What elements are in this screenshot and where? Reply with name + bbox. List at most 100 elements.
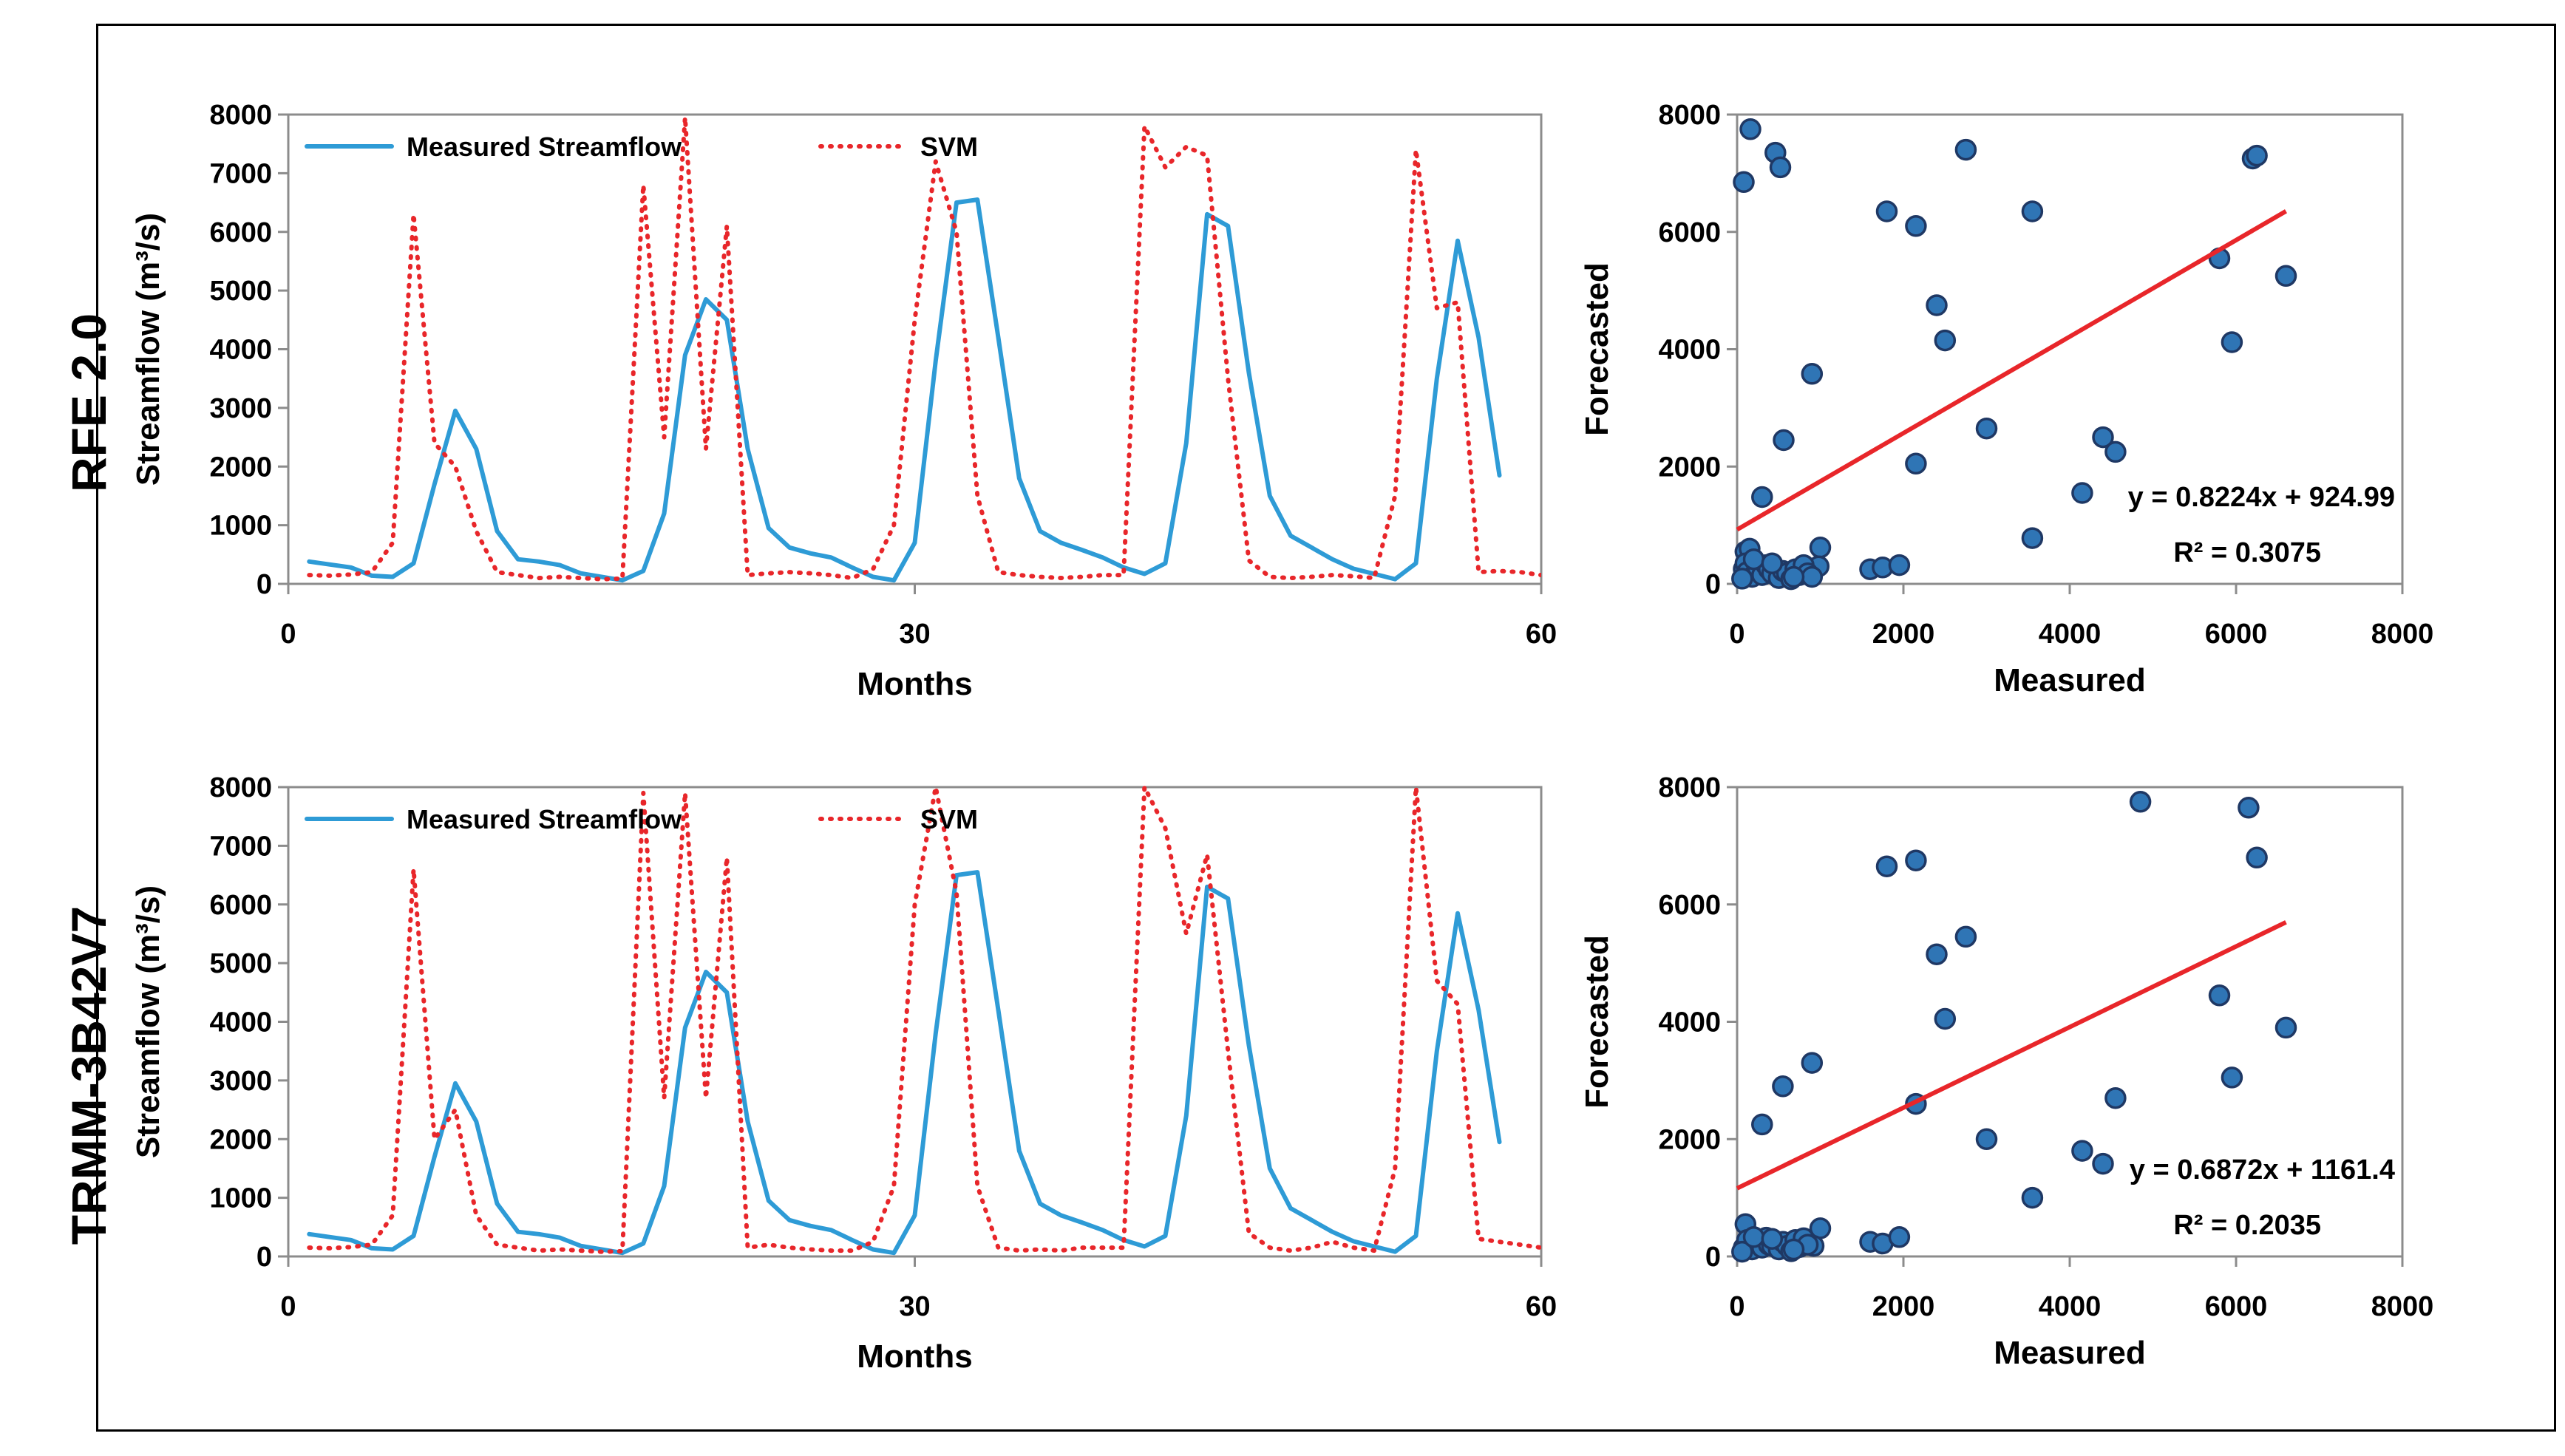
- trmm-scatter-xtick-label: 4000: [2039, 1291, 2102, 1322]
- rfe-scatter-xtick-label: 4000: [2039, 619, 2102, 650]
- rfe-line-xtick-label: 30: [899, 619, 930, 650]
- rfe-scatter-data-point: [1782, 565, 1805, 588]
- trmm-line-ytick-label: 7000: [209, 831, 272, 862]
- rfe-line-ytick-label: 3000: [209, 393, 272, 424]
- rfe-scatter-data-point: [1875, 200, 1898, 222]
- trmm-scatter-data-point: [2021, 1186, 2044, 1209]
- trmm-line-xtick-label: 60: [1526, 1291, 1557, 1322]
- rfe-scatter-ytick-label: 4000: [1658, 335, 1721, 366]
- trmm-scatter-data-point: [2071, 1140, 2093, 1162]
- trmm-scatter-data-point: [1926, 943, 1948, 965]
- rfe-scatter-data-point: [1731, 568, 1753, 590]
- trmm-scatter-xtick-label: 0: [1729, 1291, 1744, 1322]
- trmm-scatter-data-point: [2104, 1086, 2127, 1109]
- rfe-line-legend-label-measured: Measured Streamflow: [407, 132, 682, 162]
- rfe-scatter-chart: 0 2000 4000 6000 8000 0 2000 4000 6000 8000 Measur…: [1579, 100, 2433, 698]
- trmm-scatter-ytick-label: 2000: [1658, 1124, 1721, 1155]
- trmm-line-ytick-label: 1000: [209, 1183, 272, 1214]
- trmm-scatter-data-point: [1975, 1128, 1998, 1151]
- trmm-line-xtick-label: 0: [280, 1291, 296, 1322]
- trmm-scatter-data-point: [2221, 1067, 2243, 1089]
- trmm-scatter-data-point: [1751, 1113, 1773, 1136]
- trmm-scatter-xtick-label: 8000: [2371, 1291, 2434, 1322]
- rfe-scatter-data-point: [2071, 482, 2093, 504]
- rfe-line-ytick-label: 6000: [209, 217, 272, 248]
- trmm-scatter-plot-area: [1736, 786, 2404, 1258]
- rfe-line-series-svm-line: [307, 115, 1541, 582]
- trmm-line-ytick-label: 3000: [209, 1066, 272, 1097]
- trmm-scatter-data-point: [2092, 1152, 2114, 1175]
- trmm-line-plot-area: [287, 786, 1543, 1258]
- rfe-scatter-data-point: [1801, 363, 1824, 385]
- row-label-trmm: TRMM-3B42V7: [61, 905, 116, 1245]
- row-label-rfe: RFE 2.0: [61, 313, 116, 493]
- rfe-scatter-data-point: [2104, 440, 2127, 463]
- rfe-scatter-xtick-label: 2000: [1872, 619, 1935, 650]
- trmm-line-ytick-label: 8000: [209, 772, 272, 803]
- rfe-scatter-y-axis-title: Forecasted: [1579, 262, 1615, 436]
- trmm-line-series-svm-line: [307, 785, 1541, 1254]
- trmm-scatter-xtick-label: 6000: [2205, 1291, 2268, 1322]
- rfe-scatter-data-point: [1751, 486, 1773, 508]
- figure-frame: [96, 24, 2556, 1432]
- rfe-scatter-trendline: [1736, 209, 2288, 532]
- rfe-scatter-data-point: [1888, 554, 1911, 576]
- trmm-line-ytick-label: 5000: [209, 948, 272, 979]
- rfe-scatter-plot-area: [1736, 113, 2404, 585]
- rfe-scatter-data-point: [1801, 565, 1824, 588]
- rfe-line-xtick-label: 60: [1526, 619, 1557, 650]
- rfe-scatter-data-point: [1934, 329, 1957, 352]
- rfe-scatter-data-point: [1742, 548, 1765, 571]
- trmm-scatter-ytick-label: 4000: [1658, 1007, 1721, 1038]
- trmm-scatter-data-point: [2274, 1016, 2297, 1039]
- rfe-scatter-data-point: [2246, 144, 2268, 167]
- rfe-scatter-trend-r2: R² = 0.3075: [2173, 537, 2321, 568]
- trmm-scatter-data-point: [1875, 855, 1898, 877]
- rfe-scatter-data-point: [1761, 552, 1784, 574]
- rfe-scatter-data-point: [2021, 200, 2044, 222]
- trmm-scatter-trend-r2: R² = 0.2035: [2173, 1210, 2321, 1241]
- trmm-line-ytick-label: 2000: [209, 1124, 272, 1155]
- trmm-scatter-data-point: [1742, 1226, 1765, 1248]
- rfe-line-ytick-label: 0: [256, 569, 272, 600]
- rfe-scatter-data-point: [1926, 294, 1948, 316]
- rfe-line-ytick-label: 1000: [209, 511, 272, 542]
- trmm-scatter-ytick-label: 8000: [1658, 772, 1721, 803]
- trmm-streamflow-line-chart: 0 1000 2000 3000 4000 5000 6000 7000 8000 0 30 60 Mo…: [130, 772, 1557, 1375]
- rfe-scatter-data-point: [2021, 527, 2044, 549]
- rfe-line-ytick-label: 5000: [209, 276, 272, 307]
- rfe-scatter-ytick-label: 0: [1705, 569, 1721, 600]
- rfe-line-ytick-label: 8000: [209, 100, 272, 131]
- trmm-scatter-data-point: [1954, 925, 1977, 948]
- rfe-scatter-data-point: [1809, 537, 1832, 559]
- trmm-scatter-xtick-label: 2000: [1872, 1291, 1935, 1322]
- trmm-line-xtick-label: 30: [899, 1291, 930, 1322]
- trmm-line-x-axis-title: Months: [857, 1338, 972, 1375]
- trmm-scatter-data-point: [2246, 846, 2268, 869]
- trmm-scatter-data-point: [1761, 1228, 1784, 1250]
- rfe-scatter-data-point: [1739, 118, 1761, 140]
- trmm-scatter-data-point: [2238, 797, 2260, 819]
- rfe-scatter-ytick-label: 8000: [1658, 100, 1721, 131]
- rfe-scatter-data-point: [1769, 156, 1792, 179]
- trmm-line-legend-label-measured: Measured Streamflow: [407, 804, 682, 834]
- trmm-scatter-trendline: [1736, 920, 2287, 1191]
- rfe-scatter-data-point: [1733, 171, 1755, 194]
- rfe-scatter-data-point: [1773, 429, 1795, 452]
- trmm-scatter-x-axis-title: Measured: [1994, 1335, 2145, 1371]
- trmm-line-legend-label-svm: SVM: [920, 804, 978, 834]
- rfe-scatter-data-point: [2092, 426, 2114, 449]
- trmm-scatter-data-point: [2208, 984, 2231, 1007]
- rfe-line-legend-label-svm: SVM: [920, 132, 978, 162]
- trmm-line-ytick-label: 0: [256, 1242, 272, 1273]
- rfe-line-ytick-label: 4000: [209, 335, 272, 366]
- rfe-streamflow-line-chart: 0 1000 2000 3000 4000 5000 6000 7000 8000 0 30 60 Mo…: [130, 100, 1557, 702]
- trmm-scatter-y-axis-title: Forecasted: [1579, 935, 1615, 1109]
- rfe-scatter-x-axis-title: Measured: [1994, 662, 2145, 698]
- rfe-scatter-trend-equation: y = 0.8224x + 924.99: [2128, 482, 2395, 513]
- trmm-scatter-data-point: [2129, 791, 2152, 813]
- rfe-line-plot-area: [287, 113, 1543, 585]
- rfe-scatter-ytick-label: 2000: [1658, 452, 1721, 483]
- rfe-line-ytick-label: 7000: [209, 158, 272, 189]
- trmm-scatter-data-point: [1934, 1007, 1957, 1030]
